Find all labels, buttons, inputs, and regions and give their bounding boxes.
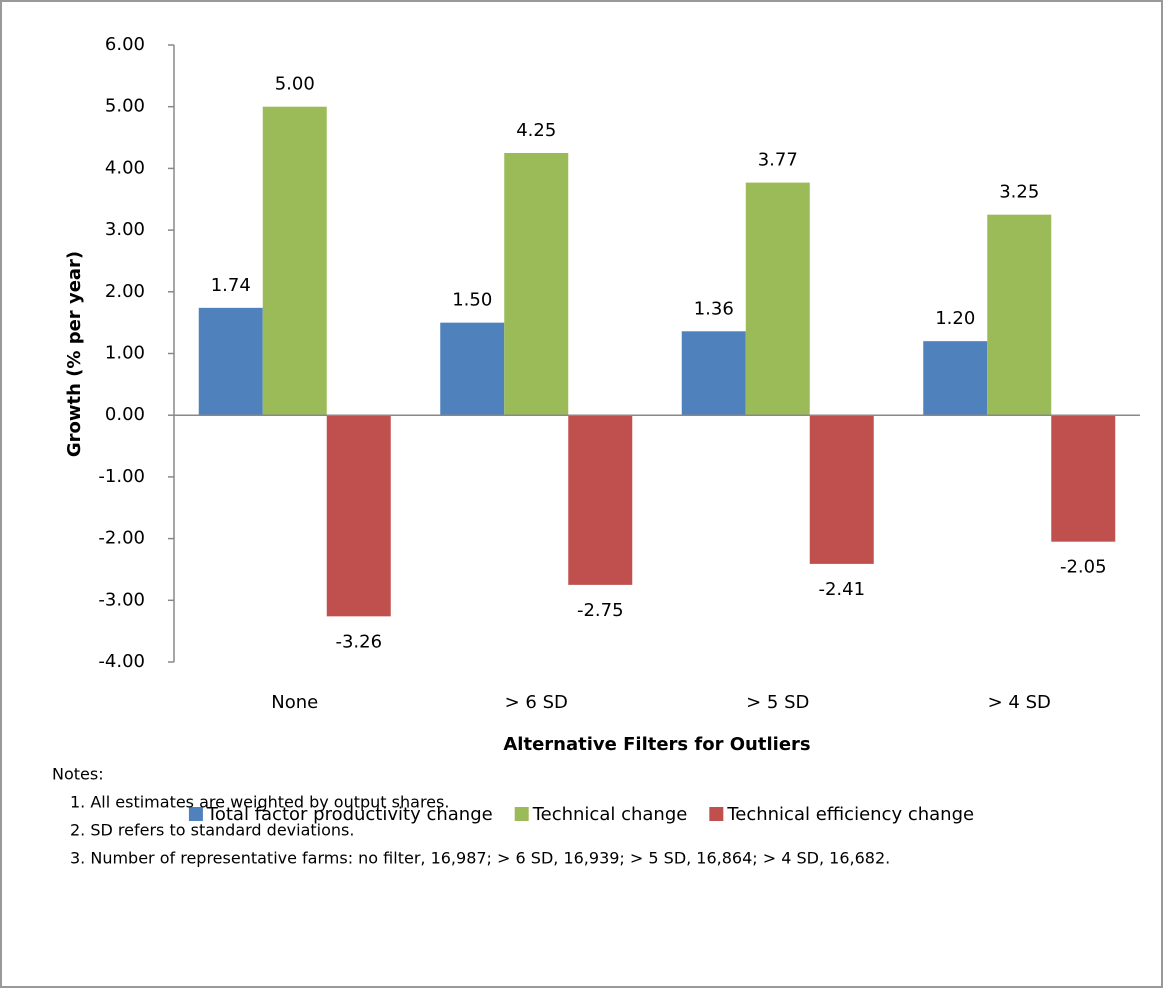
x-tick-label: > 5 SD	[746, 692, 809, 713]
bar	[198, 307, 263, 416]
bar	[923, 341, 988, 416]
value-label: 3.77	[758, 150, 798, 171]
y-tick-label: 3.00	[105, 219, 145, 240]
notes-title: Notes:	[52, 765, 104, 784]
bar	[326, 415, 391, 617]
x-tick-label: > 6 SD	[505, 692, 568, 713]
x-tick-label: > 4 SD	[988, 692, 1051, 713]
value-label: 4.25	[516, 120, 556, 141]
value-label: -2.05	[1060, 557, 1107, 578]
note-item: 1. All estimates are weighted by output …	[70, 793, 449, 812]
y-tick-label: 2.00	[105, 281, 145, 302]
bar	[745, 182, 810, 416]
x-axis-title: Alternative Filters for Outliers	[503, 734, 810, 755]
bar	[568, 415, 633, 585]
legend-swatch	[514, 807, 529, 821]
y-tick-label: 1.00	[105, 343, 145, 364]
y-tick-label: 6.00	[105, 34, 145, 55]
legend-label: Technical efficiency change	[726, 804, 974, 825]
value-label: -2.75	[577, 600, 624, 621]
value-label: 1.20	[935, 308, 975, 329]
bar	[681, 331, 746, 416]
value-label: -2.41	[818, 579, 865, 600]
note-item: 3. Number of representative farms: no fi…	[70, 849, 890, 868]
bar	[262, 106, 327, 416]
value-label: 3.25	[999, 182, 1039, 203]
legend-label: Technical change	[532, 804, 688, 825]
bar	[987, 214, 1052, 416]
y-tick-label: 0.00	[105, 404, 145, 425]
y-tick-label: -2.00	[98, 528, 145, 549]
value-label: -3.26	[335, 631, 382, 652]
value-label: 1.74	[211, 275, 251, 296]
note-item: 2. SD refers to standard deviations.	[70, 821, 354, 840]
bar	[440, 322, 505, 416]
legend-swatch	[709, 807, 724, 821]
y-tick-label: 5.00	[105, 96, 145, 117]
bar	[504, 152, 569, 416]
y-tick-label: -4.00	[98, 651, 145, 672]
value-label: 1.50	[452, 290, 492, 311]
y-tick-label: -1.00	[98, 466, 145, 487]
bar	[809, 415, 874, 564]
bar	[1051, 415, 1116, 542]
value-label: 5.00	[275, 74, 315, 95]
legend-label: Total factor productivity change	[206, 804, 493, 825]
y-tick-label: 4.00	[105, 157, 145, 178]
x-tick-label: None	[271, 692, 318, 713]
y-axis-title: Growth (% per year)	[64, 251, 85, 457]
legend-swatch	[188, 807, 203, 821]
value-label: 1.36	[694, 298, 734, 319]
y-tick-label: -3.00	[98, 589, 145, 610]
